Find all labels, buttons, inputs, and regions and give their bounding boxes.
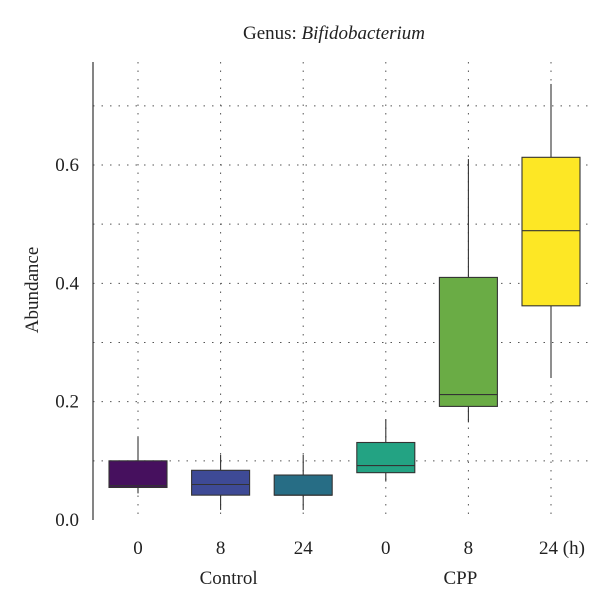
iqr-box	[521, 156, 581, 307]
chart-title-prefix: Genus:	[243, 23, 302, 44]
box-3	[356, 419, 416, 482]
box-layer	[108, 83, 581, 510]
x-tick-label: 0	[381, 538, 391, 559]
chart-title: Genus: Bifidobacterium	[243, 23, 425, 44]
box-4	[438, 159, 498, 423]
iqr-box	[356, 441, 416, 474]
grid-layer	[93, 62, 588, 520]
group-labels: Control CPP	[200, 568, 478, 589]
y-axis-label: Abundance	[22, 247, 43, 334]
box-2	[273, 454, 333, 510]
y-tick-labels: 0.0 0.2 0.4 0.6	[55, 155, 79, 531]
x-tick-label: 24 (h)	[539, 538, 585, 559]
box-0	[108, 437, 168, 494]
iqr-box	[191, 469, 251, 496]
group-label: Control	[200, 568, 258, 589]
y-tick-label: 0.4	[55, 273, 79, 294]
iqr-box	[438, 276, 498, 407]
chart-title-genus: Bifidobacterium	[302, 23, 425, 44]
box-5	[521, 83, 581, 378]
box-1	[191, 454, 251, 510]
group-label: CPP	[443, 568, 477, 589]
x-tick-label: 8	[216, 538, 226, 559]
iqr-box	[108, 460, 168, 489]
y-tick-label: 0.2	[55, 392, 79, 413]
x-tick-labels: 0 8 24 0 8 24 (h)	[133, 538, 585, 559]
iqr-box	[273, 474, 333, 496]
y-tick-label: 0.0	[55, 510, 79, 531]
x-tick-label: 0	[133, 538, 143, 559]
x-tick-label: 8	[464, 538, 474, 559]
y-tick-label: 0.6	[55, 155, 79, 176]
x-tick-label: 24	[294, 538, 314, 559]
